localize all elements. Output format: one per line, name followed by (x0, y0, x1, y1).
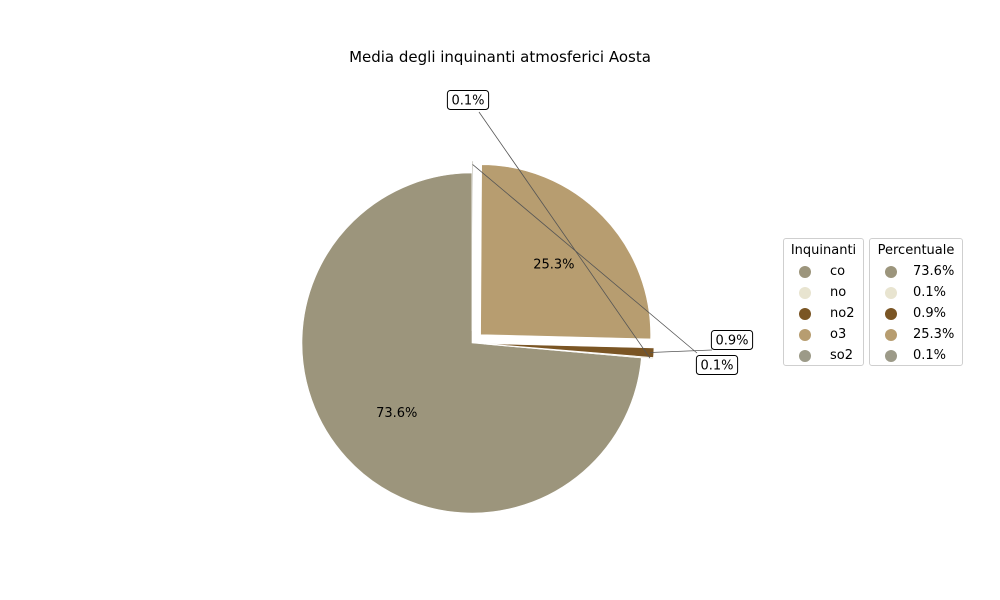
label-leader-line (472, 164, 698, 354)
legend-entry-co: co (784, 262, 863, 282)
legend-entry-no: no (784, 283, 863, 303)
legend-label: 0.1% (913, 285, 947, 300)
legend-label: 73.6% (913, 264, 955, 279)
legend-label: 25.3% (913, 327, 955, 342)
legend-entry-o3: o3 (784, 325, 863, 345)
legend-marker (885, 329, 897, 341)
legend-marker (885, 287, 897, 299)
legend-entry-no2: no2 (784, 304, 863, 324)
slice-value-label: 25.3% (533, 258, 574, 273)
legend-title: Inquinanti (790, 243, 857, 258)
pie-slice-no (483, 343, 654, 360)
legend-marker (799, 287, 811, 299)
legend-marker (799, 329, 811, 341)
pie-slice-so2 (471, 160, 474, 332)
legend-marker (885, 266, 897, 278)
legend-entry-pct-co: 73.6% (870, 262, 962, 282)
legend-label: 0.9% (913, 306, 947, 321)
pie-slice-co (301, 172, 642, 514)
legend-label: so2 (830, 348, 853, 363)
slice-value-label: 0.1% (451, 94, 484, 109)
chart-title: Media degli inquinanti atmosferici Aosta (349, 48, 651, 66)
legend-inquinanti: Inquinanti co no no2 o3 so2 (783, 238, 864, 366)
slice-value-label: 0.9% (715, 334, 748, 349)
legend-label: no (830, 285, 847, 300)
slice-value-label: 73.6% (376, 406, 417, 421)
label-box (446, 90, 490, 110)
legend-label: co (830, 264, 846, 279)
legend-label: no2 (830, 306, 855, 321)
legend-entry-so2: so2 (784, 346, 863, 366)
legend-marker (885, 350, 897, 362)
slice-value-label: 0.1% (700, 359, 733, 374)
label-box (695, 355, 739, 375)
legend-marker (885, 308, 897, 320)
legend-entry-pct-no: 0.1% (870, 283, 962, 303)
legend-entry-pct-so2: 0.1% (870, 346, 962, 366)
label-leader-line (650, 349, 713, 353)
pie-slice-o3 (480, 164, 651, 340)
legend-label: o3 (830, 327, 847, 342)
legend-entry-pct-o3: 25.3% (870, 325, 962, 345)
legend-label: 0.1% (913, 348, 947, 363)
legend-marker (799, 266, 811, 278)
pie-slices (301, 160, 655, 514)
legend-title: Percentuale (877, 243, 955, 258)
legend-marker (799, 350, 811, 362)
pie-labels: 73.6% 0.1% 0.9% 25.3% 0.1% (376, 90, 754, 421)
legend-percentuale: Percentuale 73.6% 0.1% 0.9% 25.3% 0.1% (869, 238, 963, 366)
label-box (710, 330, 754, 350)
legend-marker (799, 308, 811, 320)
legend-entry-pct-no2: 0.9% (870, 304, 962, 324)
label-leader-line (478, 111, 651, 359)
